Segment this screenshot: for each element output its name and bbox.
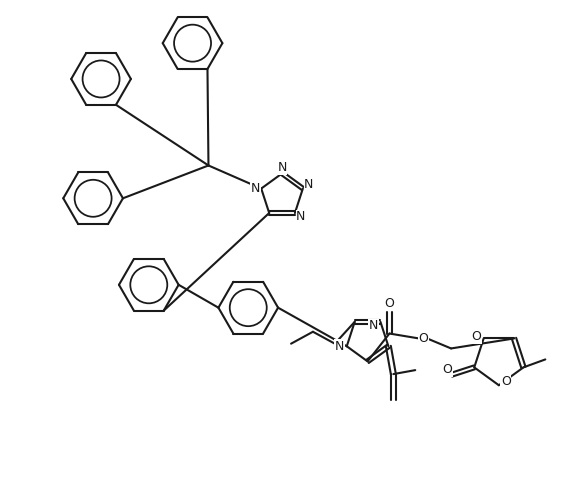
Text: N: N xyxy=(304,178,314,191)
Text: N: N xyxy=(369,320,378,332)
Text: O: O xyxy=(418,332,428,345)
Text: N: N xyxy=(335,340,345,353)
Text: N: N xyxy=(296,210,305,224)
Text: N: N xyxy=(251,182,260,195)
Text: O: O xyxy=(384,297,394,310)
Text: O: O xyxy=(501,375,511,388)
Text: O: O xyxy=(472,330,482,343)
Text: N: N xyxy=(277,161,287,174)
Text: O: O xyxy=(443,364,453,376)
